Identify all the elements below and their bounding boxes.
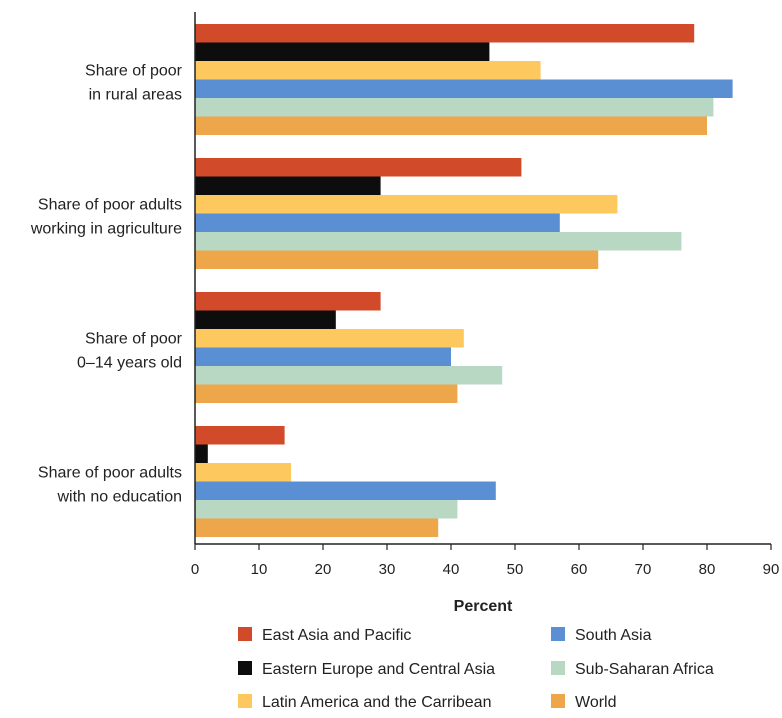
legend-label: South Asia xyxy=(575,627,652,644)
x-tick-label: 20 xyxy=(315,561,332,578)
legend-swatch xyxy=(551,627,565,641)
x-tick-label: 90 xyxy=(763,561,780,578)
axes xyxy=(194,12,771,545)
x-tick-label: 60 xyxy=(571,561,588,578)
bars-group xyxy=(195,24,733,537)
x-tick-label: 70 xyxy=(635,561,652,578)
category-label-line: Share of poor adults xyxy=(38,197,182,214)
bar-2-series-4 xyxy=(195,213,560,232)
x-tick-label: 40 xyxy=(443,561,460,578)
bar-1-series-1 xyxy=(195,24,695,43)
legend-label: Latin America and the Carribean xyxy=(262,694,491,711)
bar-3-series-3 xyxy=(195,329,464,348)
x-tick-label: 0 xyxy=(191,561,199,578)
bar-1-series-5 xyxy=(195,98,714,117)
legend-label: World xyxy=(575,694,617,711)
category-label-line: with no education xyxy=(56,489,182,506)
bar-4-series-4 xyxy=(195,481,496,500)
legend-label: Sub-Saharan Africa xyxy=(575,661,714,678)
category-label-line: Share of poor xyxy=(85,331,183,348)
bar-3-series-1 xyxy=(195,292,381,311)
category-label-1: Share of poor in rural areas xyxy=(85,63,183,104)
x-tick-label: 30 xyxy=(379,561,396,578)
category-label-line: working in agriculture xyxy=(30,221,182,238)
bar-2-series-5 xyxy=(195,232,682,251)
bar-2-series-2 xyxy=(195,176,381,195)
category-label-3: Share of poor 0–14 years old xyxy=(77,331,183,372)
bar-2-series-6 xyxy=(195,250,599,269)
legend-item-4: South Asia xyxy=(551,627,652,644)
bar-4-series-5 xyxy=(195,500,458,519)
x-tick-label: 80 xyxy=(699,561,716,578)
x-ticks: 0 10 20 30 40 50 60 70 80 90 xyxy=(191,544,780,578)
legend-swatch xyxy=(238,627,252,641)
bar-2-series-3 xyxy=(195,195,618,214)
bar-3-series-2 xyxy=(195,310,336,329)
bar-1-series-4 xyxy=(195,79,733,98)
bar-4-series-3 xyxy=(195,463,291,482)
bar-4-series-1 xyxy=(195,426,285,445)
x-tick-label: 50 xyxy=(507,561,524,578)
legend-item-3: Latin America and the Carribean xyxy=(238,694,491,711)
bar-3-series-5 xyxy=(195,366,503,385)
bar-3-series-6 xyxy=(195,384,458,403)
x-tick-label: 10 xyxy=(251,561,268,578)
bar-1-series-2 xyxy=(195,42,490,61)
category-label-line: 0–14 years old xyxy=(77,355,182,372)
bar-1-series-6 xyxy=(195,116,707,135)
legend-label: East Asia and Pacific xyxy=(262,627,411,644)
legend-item-2: Eastern Europe and Central Asia xyxy=(238,661,495,678)
category-label-2: Share of poor adults working in agricultu… xyxy=(30,197,182,238)
category-label-line: in rural areas xyxy=(89,87,182,104)
legend-label: Eastern Europe and Central Asia xyxy=(262,661,495,678)
category-label-4: Share of poor adults with no education xyxy=(38,465,182,506)
category-label-line: Share of poor xyxy=(85,63,183,80)
category-label-line: Share of poor adults xyxy=(38,465,182,482)
legend-swatch xyxy=(551,661,565,675)
x-axis-label: Percent xyxy=(454,598,513,615)
legend-swatch xyxy=(551,694,565,708)
legend: East Asia and Pacific South Asia Eastern E… xyxy=(238,627,714,711)
bar-3-series-4 xyxy=(195,347,451,366)
bar-1-series-3 xyxy=(195,61,541,80)
legend-swatch xyxy=(238,694,252,708)
legend-item-5: Sub-Saharan Africa xyxy=(551,661,714,678)
bar-2-series-1 xyxy=(195,158,522,177)
bar-4-series-6 xyxy=(195,518,439,537)
legend-item-1: East Asia and Pacific xyxy=(238,627,411,644)
legend-swatch xyxy=(238,661,252,675)
legend-item-6: World xyxy=(551,694,617,711)
bar-4-series-2 xyxy=(195,444,208,463)
